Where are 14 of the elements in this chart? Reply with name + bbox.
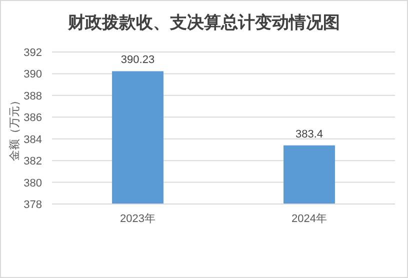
y-tick-label: 390 bbox=[24, 68, 42, 81]
y-tick-label: 382 bbox=[24, 156, 42, 168]
y-tick-label: 386 bbox=[24, 112, 42, 124]
data-label: 383.4 bbox=[295, 128, 324, 140]
x-tick-label: 2023年 bbox=[120, 213, 156, 225]
data-label: 390.23 bbox=[120, 54, 155, 66]
chart-title: 财政拨款收、支决算总计变动情况图 bbox=[67, 13, 340, 32]
y-tick-label: 388 bbox=[24, 90, 42, 102]
y-tick-label: 378 bbox=[24, 199, 42, 211]
y-axis-title: 金额（万元） bbox=[8, 95, 21, 161]
x-tick-label: 2024年 bbox=[292, 213, 327, 225]
y-tick-label: 384 bbox=[24, 134, 42, 146]
y-tick-label: 380 bbox=[24, 177, 42, 190]
y-tick-label: 392 bbox=[24, 47, 42, 59]
